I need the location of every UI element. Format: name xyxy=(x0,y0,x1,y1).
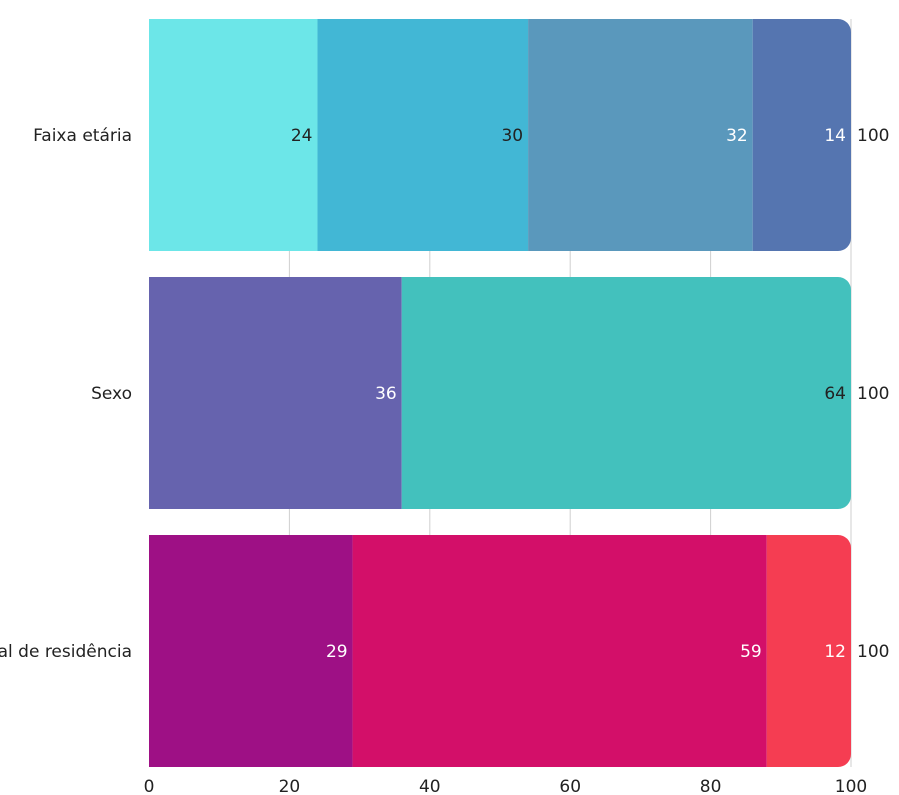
total-label-2: 100 xyxy=(857,642,889,662)
bar-segment-0-0 xyxy=(149,19,318,251)
bar-segment-0-3 xyxy=(752,19,851,251)
bars: 24 30 32 14 100 36 64 100 29 59 12 100 xyxy=(149,19,889,767)
data-label-0-0: 24 xyxy=(291,126,313,146)
y-axis: Faixa etária Sexo Local de residência xyxy=(0,126,132,662)
bar-segment-0-1 xyxy=(317,19,529,251)
bar-segment-0-2 xyxy=(528,19,753,251)
data-label-0-3: 14 xyxy=(824,126,846,146)
data-label-2-1: 59 xyxy=(740,642,762,662)
bar-segment-1-1 xyxy=(401,277,851,509)
x-tick-label-0: 0 xyxy=(144,777,155,795)
category-label-0: Faixa etária xyxy=(33,126,132,146)
total-label-1: 100 xyxy=(857,384,889,404)
data-label-1-0: 36 xyxy=(375,384,397,404)
bar-segment-2-0 xyxy=(149,535,353,767)
x-tick-label-4: 80 xyxy=(700,777,722,795)
bar-segment-1-0 xyxy=(149,277,402,509)
category-label-2: Local de residência xyxy=(0,642,132,662)
data-label-0-2: 32 xyxy=(726,126,748,146)
data-label-1-1: 64 xyxy=(824,384,846,404)
category-label-1: Sexo xyxy=(91,384,132,404)
data-label-0-1: 30 xyxy=(501,126,523,146)
data-label-2-2: 12 xyxy=(824,642,846,662)
x-tick-label-5: 100 xyxy=(835,777,867,795)
bar-segment-2-1 xyxy=(352,535,767,767)
x-tick-label-3: 60 xyxy=(559,777,581,795)
x-tick-label-1: 20 xyxy=(279,777,301,795)
total-label-0: 100 xyxy=(857,126,889,146)
x-tick-label-2: 40 xyxy=(419,777,441,795)
data-label-2-0: 29 xyxy=(326,642,348,662)
bar-segment-2-2 xyxy=(766,535,851,767)
x-axis: 0 20 40 60 80 100 xyxy=(144,777,868,795)
